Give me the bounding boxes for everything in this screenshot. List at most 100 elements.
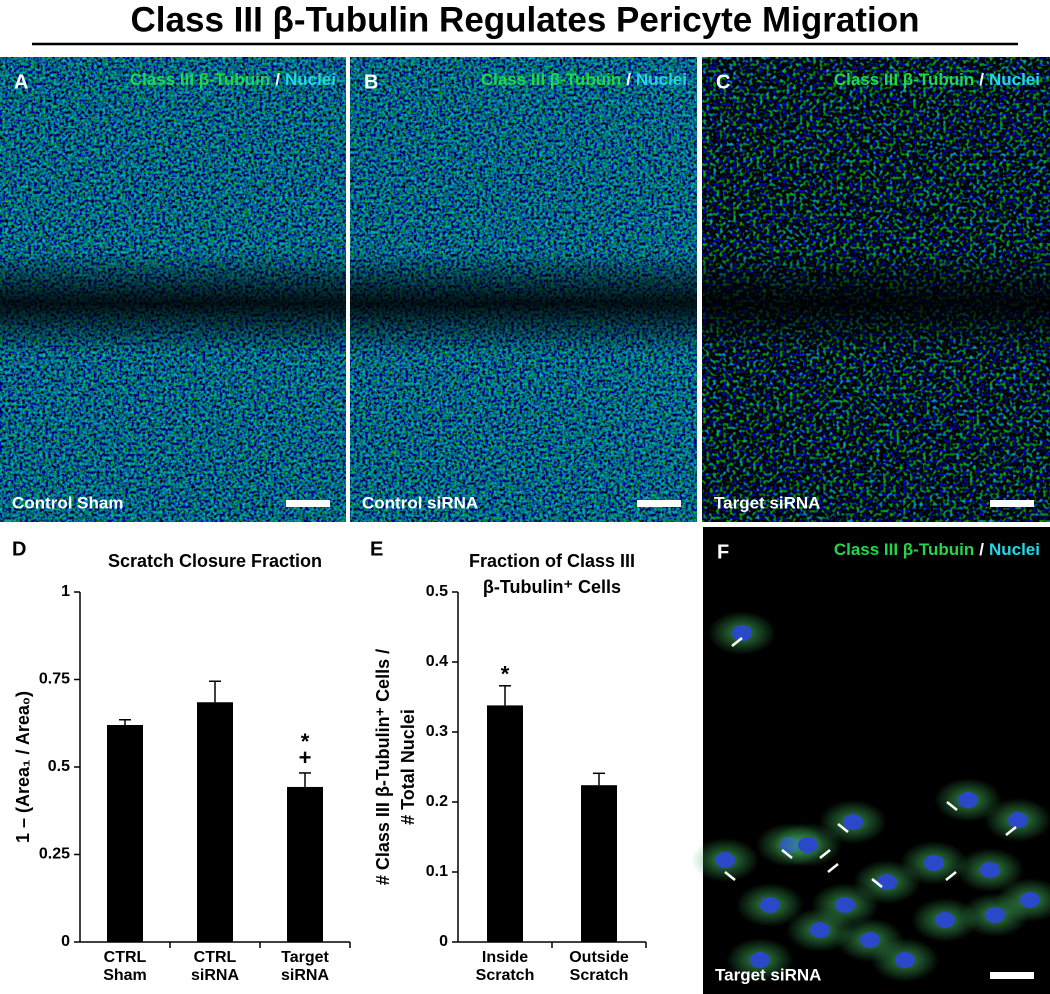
significance-mark: * xyxy=(301,729,310,754)
panel-caption: Target siRNA xyxy=(714,493,820,512)
arrow xyxy=(871,878,883,888)
chart-title: Scratch Closure Fraction xyxy=(108,551,322,571)
x-tick-label: Scratch xyxy=(476,967,535,984)
nucleus xyxy=(877,874,897,890)
y-tick-label: 0.5 xyxy=(48,758,70,775)
nucleus xyxy=(1020,892,1040,908)
scale-bar xyxy=(637,500,681,507)
separator: / xyxy=(979,540,984,559)
nucleus xyxy=(860,932,880,948)
nucleus xyxy=(732,625,752,641)
y-axis-label: # Total Nuclei xyxy=(398,709,418,825)
scratch-region xyxy=(0,252,346,355)
x-tick-label: siRNA xyxy=(281,967,329,984)
y-tick-label: 0.75 xyxy=(39,671,70,688)
scale-bar xyxy=(990,972,1034,979)
bar xyxy=(487,705,523,942)
stain-legend: Class III β-Tubuin / Nuclei xyxy=(834,70,1040,89)
nucleus xyxy=(835,897,855,913)
panel-caption: Control siRNA xyxy=(362,493,478,512)
x-tick-label: Sham xyxy=(103,967,147,984)
nucleus xyxy=(798,837,818,853)
marker-label: Class III β-Tubuin xyxy=(834,540,974,559)
nucleus xyxy=(895,952,915,968)
y-axis-label: 1 – (Area₁ / Area₀) xyxy=(13,691,33,843)
nuclei-label: Nuclei xyxy=(989,70,1040,89)
nucleus xyxy=(980,862,1000,878)
nucleus xyxy=(958,792,978,808)
nucleus xyxy=(715,852,735,868)
panel-caption: Target siRNA xyxy=(715,965,821,984)
significance-mark: + xyxy=(299,745,312,770)
y-axis-label: # Class III β-Tubulin⁺ Cells / xyxy=(373,649,393,885)
panel-letter: A xyxy=(14,71,28,93)
y-tick-label: 0 xyxy=(61,933,70,950)
bar xyxy=(197,702,233,942)
y-tick-label: 0.1 xyxy=(426,863,448,880)
scratch-region xyxy=(702,252,1050,355)
nuclei-label: Nuclei xyxy=(285,70,336,89)
stain-legend: Class III β-Tubuin / Nuclei xyxy=(130,70,336,89)
stain-legend: Class III β-Tubuin / Nuclei xyxy=(834,540,1040,559)
x-tick-label: CTRL xyxy=(194,949,237,966)
bar xyxy=(287,786,323,942)
arrow xyxy=(946,801,958,811)
y-tick-label: 0.25 xyxy=(39,846,70,863)
arrow xyxy=(781,849,793,859)
separator: / xyxy=(275,70,280,89)
nucleus xyxy=(810,922,830,938)
arrow xyxy=(837,823,849,833)
arrow xyxy=(819,849,831,859)
y-tick-label: 0.5 xyxy=(426,583,448,600)
separator: / xyxy=(626,70,631,89)
x-tick-label: Outside xyxy=(569,949,629,966)
panel-letter: C xyxy=(716,71,730,93)
nuclei-label: Nuclei xyxy=(636,70,687,89)
chart-letter: E xyxy=(370,538,383,560)
x-tick-label: CTRL xyxy=(104,949,147,966)
marker-label: Class III β-Tubuin xyxy=(481,70,621,89)
nucleus xyxy=(760,897,780,913)
x-tick-label: Scratch xyxy=(570,967,629,984)
nucleus xyxy=(924,855,944,871)
nucleus xyxy=(1008,812,1028,828)
arrow xyxy=(724,871,736,881)
y-tick-label: 1 xyxy=(61,583,70,600)
panel-caption: Control Sham xyxy=(12,493,123,512)
arrow xyxy=(827,863,839,873)
nucleus xyxy=(935,912,955,928)
arrow xyxy=(1005,826,1017,836)
arrow xyxy=(731,637,743,647)
x-tick-label: Inside xyxy=(482,949,528,966)
figure-title: Class III β-Tubulin Regulates Pericyte M… xyxy=(131,0,920,39)
stain-legend: Class III β-Tubuin / Nuclei xyxy=(481,70,687,89)
marker-label: Class III β-Tubuin xyxy=(130,70,270,89)
panel-letter: F xyxy=(717,541,729,563)
nucleus xyxy=(985,907,1005,923)
y-tick-label: 0.3 xyxy=(426,723,448,740)
marker-label: Class III β-Tubuin xyxy=(834,70,974,89)
nucleus xyxy=(750,952,770,968)
x-tick-label: siRNA xyxy=(191,967,239,984)
chart-title: β-Tubulin⁺ Cells xyxy=(483,577,621,597)
bar xyxy=(581,785,617,942)
significance-mark: * xyxy=(501,662,510,687)
x-tick-label: Target xyxy=(281,949,329,966)
scratch-region xyxy=(350,252,697,355)
nuclei-label: Nuclei xyxy=(989,540,1040,559)
chart-letter: D xyxy=(12,538,26,560)
arrow xyxy=(945,871,957,881)
charts: D Scratch Closure Fraction 1 – (Area₁ / Ar… xyxy=(12,538,647,984)
scale-bar xyxy=(286,500,330,507)
separator: / xyxy=(979,70,984,89)
bar xyxy=(107,725,143,942)
nucleus xyxy=(843,814,863,830)
y-tick-label: 0 xyxy=(439,933,448,950)
panel-letter: B xyxy=(364,71,378,93)
chart-title: Fraction of Class III xyxy=(469,551,635,571)
y-tick-label: 0.4 xyxy=(426,653,448,670)
image-panels: A Class III β-Tubuin / Nuclei Control Sham B C… xyxy=(0,57,1050,994)
scale-bar xyxy=(990,500,1034,507)
y-tick-label: 0.2 xyxy=(426,793,448,810)
